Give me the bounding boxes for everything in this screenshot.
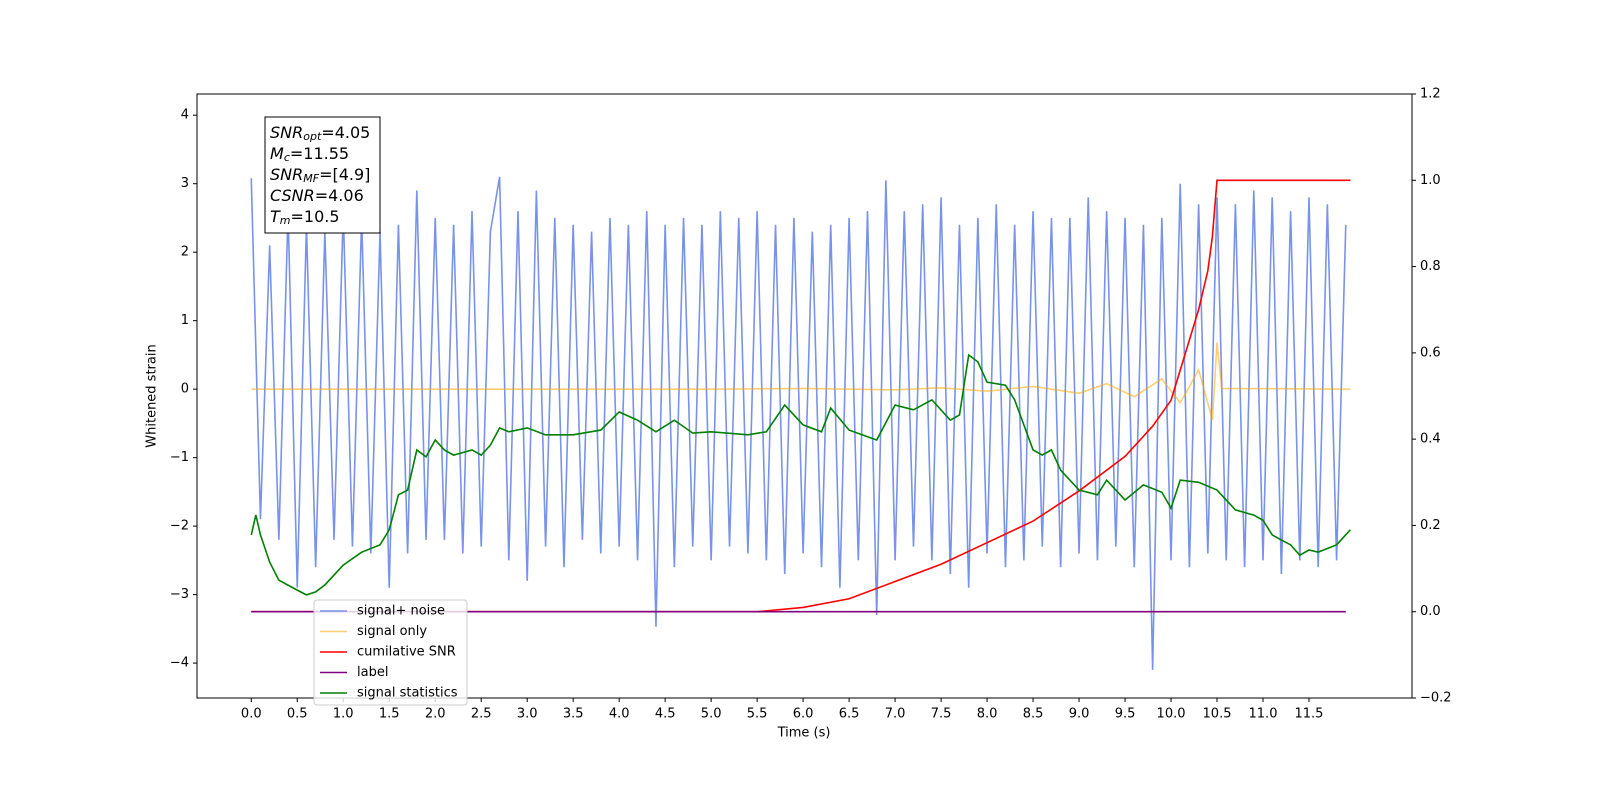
x-tick-label: 2.0: [425, 707, 446, 722]
y-tick-label: 1: [181, 313, 189, 328]
y2-tick-label: 0.8: [1420, 259, 1441, 274]
x-tick-label: 0.0: [241, 707, 262, 722]
legend-label: signal only: [357, 624, 427, 639]
legend-frame: [313, 599, 468, 706]
annotation-value: =10.5: [291, 207, 340, 226]
x-tick-label: 7.0: [885, 707, 906, 722]
annotation-name: CSNR: [270, 186, 315, 205]
annotation-name: M: [270, 144, 284, 163]
y-tick-label: −4: [170, 656, 189, 671]
annotation-value: =[4.9]: [319, 165, 370, 184]
x-tick-label: 8.0: [977, 707, 998, 722]
y-tick-label: 3: [181, 176, 189, 191]
annotation-line: SNRMF=[4.9]: [270, 165, 370, 186]
annotation-line: Mc=11.55: [270, 144, 349, 165]
x-tick-label: 0.5: [287, 707, 308, 722]
legend: signal+ noise signal only cumilative SNR la…: [313, 599, 468, 706]
annotation-value: =11.55: [290, 144, 349, 163]
x-tick-label: 4.0: [609, 707, 630, 722]
annotation-line: Tm=10.5: [270, 207, 340, 228]
annotation-line: CSNR=4.06: [270, 186, 364, 205]
x-axis-label: Time (s): [777, 726, 831, 741]
x-tick-label: 1.5: [379, 707, 400, 722]
series-line: [250, 176, 1347, 670]
x-tick-label: 1.0: [333, 707, 354, 722]
y-tick-label: −2: [170, 519, 189, 534]
x-tick-label: 4.5: [655, 707, 676, 722]
series-line: [250, 353, 1351, 596]
y-axis-label: Whitened strain: [145, 344, 160, 447]
x-tick-label: 9.5: [1115, 707, 1136, 722]
y2-tick-label: 0.6: [1420, 345, 1441, 360]
y2-tick-label: 0.2: [1420, 518, 1441, 533]
y-tick-label: 2: [181, 245, 189, 260]
y-tick-label: −3: [170, 587, 189, 602]
annotation-name: SNR: [270, 165, 303, 184]
annotation-sub: c: [284, 151, 290, 164]
x-tick-label: 8.5: [1023, 707, 1044, 722]
x-tick-label: 7.5: [931, 707, 952, 722]
y-tick-label: 0: [181, 382, 189, 397]
x-tick-label: 10.0: [1157, 707, 1186, 722]
plot-frame: [196, 93, 1413, 699]
x-tick-label: 2.5: [471, 707, 492, 722]
legend-label: label: [357, 665, 388, 680]
legend-label: signal+ noise: [357, 604, 445, 619]
y2-tick-label: 0.0: [1420, 604, 1441, 619]
y-tick-label: −1: [170, 450, 189, 465]
x-tick-label: 11.5: [1295, 707, 1324, 722]
series-line: [251, 342, 1351, 421]
series-line: [251, 179, 1351, 613]
x-tick-label: 11.0: [1249, 707, 1278, 722]
x-tick-label: 5.5: [747, 707, 768, 722]
x-tick-label: 9.0: [1069, 707, 1090, 722]
annotation-sub: MF: [303, 172, 319, 185]
y2-tick-label: −0.2: [1420, 691, 1452, 706]
y2-tick-label: 1.0: [1420, 173, 1441, 188]
y-tick-label: 4: [181, 108, 189, 123]
annotation-name: SNR: [270, 123, 303, 142]
annotation-frame: [264, 116, 381, 234]
y2-tick-label: 0.4: [1420, 432, 1441, 447]
annotation-sub: m: [280, 214, 291, 227]
y2-tick-label: 1.2: [1420, 87, 1441, 102]
annotation-box: SNRopt=4.05Mc=11.55SNRMF=[4.9]CSNR=4.06T…: [264, 116, 381, 234]
annotation-value: =4.05: [321, 123, 370, 142]
legend-label: cumilative SNR: [357, 645, 456, 660]
x-tick-label: 10.5: [1203, 707, 1232, 722]
x-tick-label: 6.5: [839, 707, 860, 722]
annotation-value: =4.06: [315, 186, 364, 205]
annotation-name: T: [270, 207, 281, 226]
annotation-line: SNRopt=4.05: [270, 123, 370, 144]
x-tick-label: 3.5: [563, 707, 584, 722]
x-tick-label: 6.0: [793, 707, 814, 722]
x-tick-label: 3.0: [517, 707, 538, 722]
x-tick-label: 5.0: [701, 707, 722, 722]
legend-label: signal statistics: [357, 686, 458, 701]
annotation-sub: opt: [303, 130, 322, 143]
